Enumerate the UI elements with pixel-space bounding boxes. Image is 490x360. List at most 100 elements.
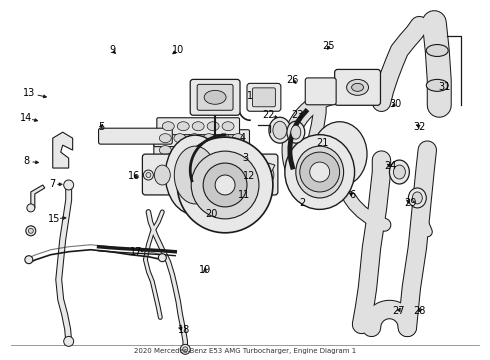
Circle shape	[203, 163, 247, 207]
Ellipse shape	[218, 146, 229, 154]
Text: 10: 10	[172, 45, 184, 55]
Ellipse shape	[232, 146, 244, 154]
FancyBboxPatch shape	[247, 84, 281, 111]
Text: 12: 12	[243, 171, 255, 181]
FancyBboxPatch shape	[154, 141, 249, 159]
Ellipse shape	[346, 80, 368, 95]
Text: 21: 21	[316, 139, 328, 148]
Text: 17: 17	[130, 247, 143, 257]
Polygon shape	[53, 132, 73, 168]
FancyBboxPatch shape	[98, 128, 172, 144]
Text: 9: 9	[109, 45, 115, 55]
Text: 2020 Mercedes-Benz E53 AMG Turbocharger, Engine Diagram 1: 2020 Mercedes-Benz E53 AMG Turbocharger,…	[134, 348, 356, 354]
Ellipse shape	[287, 121, 305, 143]
Circle shape	[25, 256, 33, 264]
Text: 16: 16	[127, 171, 140, 181]
Circle shape	[191, 151, 259, 219]
FancyBboxPatch shape	[154, 130, 249, 147]
FancyBboxPatch shape	[252, 88, 275, 107]
Circle shape	[26, 226, 36, 236]
Circle shape	[27, 204, 35, 212]
Ellipse shape	[390, 160, 409, 184]
Ellipse shape	[189, 146, 200, 154]
Ellipse shape	[232, 165, 248, 185]
Ellipse shape	[174, 146, 186, 154]
Ellipse shape	[177, 122, 189, 131]
Ellipse shape	[207, 122, 219, 131]
Text: 24: 24	[384, 161, 396, 171]
Circle shape	[207, 197, 217, 207]
FancyBboxPatch shape	[143, 154, 278, 195]
Text: 2: 2	[299, 198, 306, 208]
Text: 26: 26	[287, 75, 299, 85]
Circle shape	[310, 162, 330, 182]
Circle shape	[64, 336, 74, 346]
Ellipse shape	[426, 80, 448, 91]
Ellipse shape	[203, 146, 215, 154]
FancyBboxPatch shape	[335, 69, 380, 105]
Ellipse shape	[204, 90, 226, 104]
Ellipse shape	[312, 122, 367, 186]
Text: 5: 5	[98, 122, 104, 132]
Text: 19: 19	[199, 265, 211, 275]
Text: 8: 8	[23, 156, 29, 166]
Circle shape	[64, 180, 74, 190]
Text: 23: 23	[292, 111, 304, 121]
Text: 25: 25	[323, 41, 335, 50]
Text: 14: 14	[20, 113, 32, 123]
FancyBboxPatch shape	[197, 84, 233, 110]
Text: 4: 4	[240, 133, 245, 143]
Polygon shape	[31, 185, 45, 208]
FancyBboxPatch shape	[190, 80, 240, 115]
Circle shape	[210, 199, 215, 204]
Circle shape	[300, 152, 340, 192]
Ellipse shape	[189, 134, 200, 143]
Ellipse shape	[269, 117, 291, 143]
Text: 13: 13	[23, 88, 35, 98]
Text: 22: 22	[262, 111, 275, 121]
Ellipse shape	[192, 122, 204, 131]
Circle shape	[183, 347, 188, 352]
Ellipse shape	[218, 134, 229, 143]
Ellipse shape	[222, 122, 234, 131]
Circle shape	[144, 170, 153, 180]
Ellipse shape	[154, 165, 171, 185]
Text: 31: 31	[438, 82, 450, 93]
Text: 3: 3	[242, 153, 248, 163]
Circle shape	[146, 172, 151, 177]
Polygon shape	[250, 162, 275, 178]
Circle shape	[180, 345, 190, 354]
Ellipse shape	[291, 125, 301, 139]
Ellipse shape	[180, 165, 196, 185]
Text: 6: 6	[349, 190, 355, 200]
Circle shape	[215, 175, 235, 195]
Ellipse shape	[258, 165, 274, 185]
Circle shape	[158, 254, 166, 262]
Ellipse shape	[162, 122, 174, 131]
Ellipse shape	[174, 134, 186, 143]
Ellipse shape	[273, 121, 287, 139]
Ellipse shape	[206, 165, 222, 185]
Text: 32: 32	[414, 122, 426, 132]
Ellipse shape	[352, 84, 364, 91]
Ellipse shape	[296, 146, 343, 198]
Text: 15: 15	[48, 214, 60, 224]
Text: 20: 20	[206, 209, 218, 219]
Text: 7: 7	[49, 179, 55, 189]
Ellipse shape	[408, 188, 426, 208]
Ellipse shape	[426, 45, 448, 57]
Circle shape	[28, 228, 33, 233]
Ellipse shape	[285, 135, 355, 210]
FancyBboxPatch shape	[305, 78, 336, 105]
Ellipse shape	[159, 134, 171, 143]
Text: 29: 29	[404, 198, 416, 208]
Circle shape	[177, 137, 273, 233]
Text: 27: 27	[392, 306, 405, 316]
FancyBboxPatch shape	[157, 118, 240, 135]
Text: 18: 18	[178, 325, 190, 335]
Ellipse shape	[165, 135, 225, 215]
Text: 11: 11	[238, 190, 250, 200]
Ellipse shape	[232, 134, 244, 143]
Ellipse shape	[159, 146, 171, 154]
Text: 28: 28	[414, 306, 426, 316]
